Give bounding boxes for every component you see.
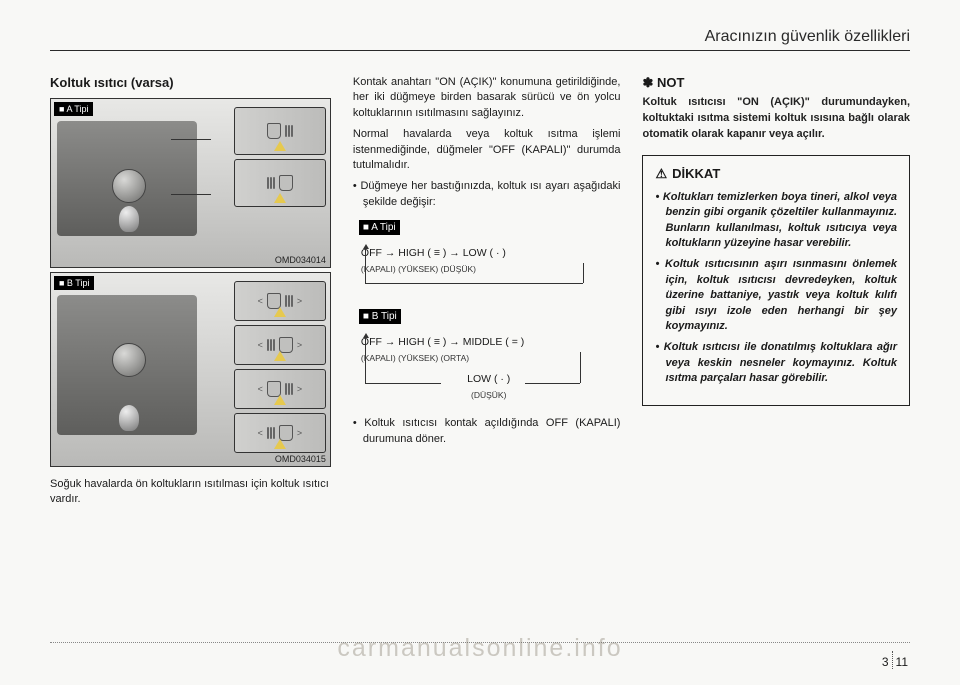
seat-heat-button-callout: < > (234, 325, 326, 365)
figure-b-callouts: < > < > < (234, 281, 326, 453)
heat-icon (267, 427, 275, 439)
column-right: ✽ NOT Koltuk ısıtıcısı "ON (AÇIK)" durum… (642, 75, 910, 507)
loop-arrow-icon (363, 333, 369, 338)
figure-a-callouts (234, 107, 326, 207)
flow-b-low-sub: (DÜŞÜK) (357, 390, 621, 400)
seat-heat-button-callout: < > (234, 413, 326, 453)
loop-line (583, 263, 584, 283)
loop-line (365, 383, 441, 384)
knob-icon (112, 169, 146, 203)
flow-b: OFF → HIGH ( ≡ ) → MIDDLE ( = ) (KAPALI)… (357, 334, 621, 406)
figure-b-tag: ■ B Tipi (54, 276, 94, 290)
loop-line (365, 283, 583, 284)
manual-page: Aracınızın güvenlik özellikleri Koltuk ı… (0, 0, 960, 685)
note-label: NOT (657, 75, 684, 90)
figure-a-tag: ■ A Tipi (54, 102, 93, 116)
caution-title: ⚠ DİKKAT (655, 166, 897, 182)
note-heading: ✽ NOT (642, 75, 910, 91)
caution-item: • Koltukları temizlerken boya tineri, al… (655, 190, 897, 252)
figure-a-code: OMD034014 (275, 255, 326, 265)
caution-label: DİKKAT (672, 166, 720, 181)
note-mark-icon: ✽ (642, 75, 653, 90)
seat-heat-button-callout (234, 107, 326, 155)
loop-line (525, 383, 580, 384)
heat-icon (285, 295, 293, 307)
flow-a-sub: (KAPALI) (YÜKSEK) (DÜŞÜK) (361, 264, 621, 274)
seat-heat-button-callout: < > (234, 281, 326, 321)
console-illustration (57, 295, 197, 435)
seat-icon (279, 175, 293, 191)
up-arrow-icon (274, 439, 286, 449)
loop-line (365, 249, 366, 283)
type-b-label: ■ B Tipi (359, 309, 401, 324)
paragraph: Kontak anahtarı "ON (AÇIK)" konumuna get… (353, 75, 621, 121)
column-middle: Kontak anahtarı "ON (AÇIK)" konumuna get… (353, 75, 621, 507)
content-columns: Koltuk ısıtıcı (varsa) ■ A Tipi (50, 75, 910, 507)
figure-b: ■ B Tipi < > < (50, 272, 331, 467)
left-caption: Soğuk havalarda ön koltukların ısıtılmas… (50, 477, 331, 507)
leader-line (171, 139, 211, 140)
heat-icon (285, 125, 293, 137)
flow-a: OFF → HIGH ( ≡ ) → LOW ( · ) (KAPALI) (Y… (357, 245, 621, 289)
type-a-label: ■ A Tipi (359, 220, 400, 235)
gearstick-icon (119, 206, 139, 232)
up-arrow-icon (274, 395, 286, 405)
note-body: Koltuk ısıtıcısı "ON (AÇIK)" durumundayk… (642, 95, 910, 143)
knob-icon (112, 343, 146, 377)
flow-b-line1: OFF → HIGH ( ≡ ) → MIDDLE ( = ) (361, 334, 621, 351)
flow-b-low: LOW ( · ) (357, 371, 621, 388)
up-arrow-icon (274, 351, 286, 361)
caution-box: ⚠ DİKKAT • Koltukları temizlerken boya t… (642, 155, 910, 406)
caution-item: • Koltuk ısıtıcısı ile donatılmış koltuk… (655, 340, 897, 386)
loop-line (580, 352, 581, 383)
leader-line (171, 194, 211, 195)
up-arrow-icon (274, 141, 286, 151)
up-arrow-icon (274, 307, 286, 317)
gearstick-icon (119, 405, 139, 431)
watermark: carmanualsonline.info (0, 634, 960, 663)
loop-arrow-icon (363, 244, 369, 249)
heat-icon (267, 177, 275, 189)
warning-icon: ⚠ (655, 166, 667, 182)
flow-a-main: OFF → HIGH ( ≡ ) → LOW ( · ) (361, 245, 621, 262)
loop-line (365, 338, 366, 383)
seat-icon (267, 123, 281, 139)
section-number: 3 (882, 655, 889, 669)
column-left: Koltuk ısıtıcı (varsa) ■ A Tipi (50, 75, 331, 507)
chapter-title: Aracınızın güvenlik özellikleri (50, 28, 910, 51)
seat-heat-button-callout (234, 159, 326, 207)
bullet-item: • Koltuk ısıtıcısı kontak açıldığında OF… (353, 416, 621, 447)
caution-item: • Koltuk ısıtıcısının aşırı ısınmasını ö… (655, 257, 897, 334)
figure-b-code: OMD034015 (275, 454, 326, 464)
left-heading: Koltuk ısıtıcı (varsa) (50, 75, 331, 90)
heat-icon (267, 339, 275, 351)
page-index: 11 (896, 655, 908, 669)
flow-b-sub1: (KAPALI) (YÜKSEK) (ORTA) (361, 353, 621, 363)
up-arrow-icon (274, 193, 286, 203)
page-number: 3 11 (882, 651, 908, 669)
figure-a: ■ A Tipi (50, 98, 331, 268)
seat-heat-button-callout: < > (234, 369, 326, 409)
paragraph: Normal havalarda veya koltuk ısıtma işle… (353, 127, 621, 173)
page-separator (892, 651, 893, 669)
heat-icon (285, 383, 293, 395)
bullet-item: • Düğmeye her bastığınızda, koltuk ısı a… (353, 179, 621, 210)
